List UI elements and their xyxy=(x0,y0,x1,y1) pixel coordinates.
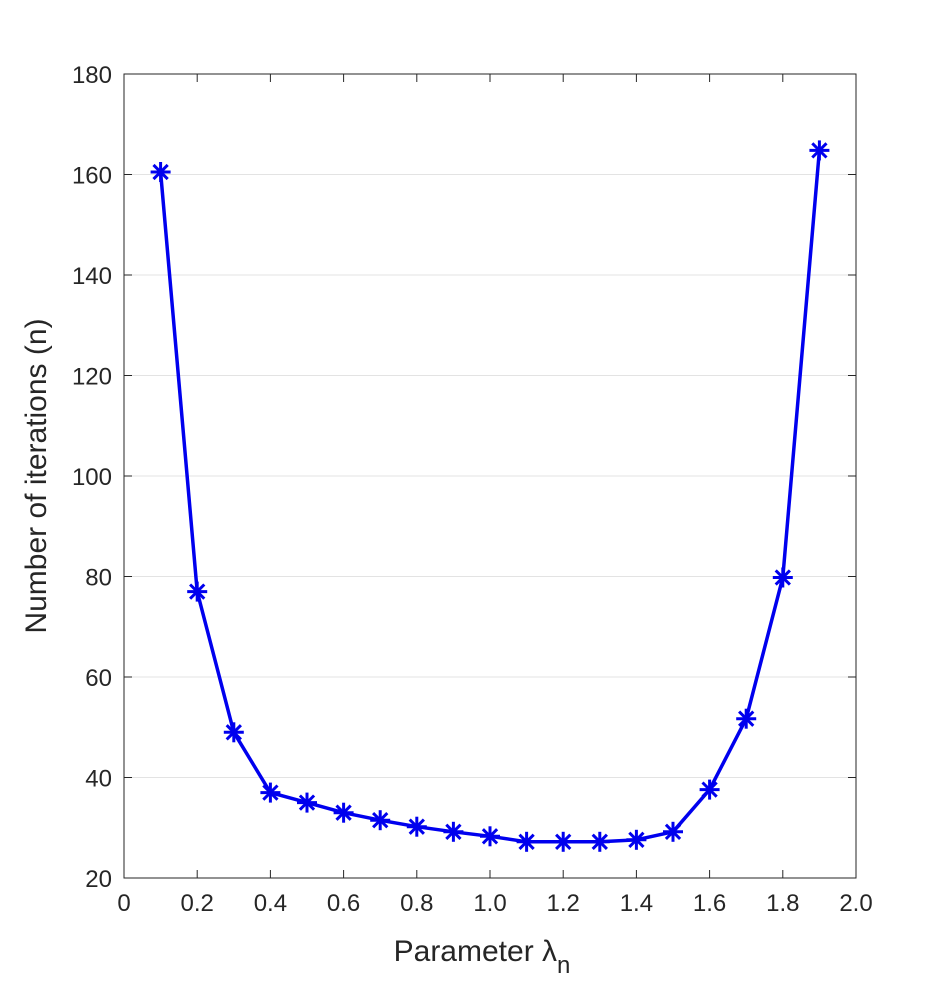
asterisk-stroke xyxy=(738,710,755,727)
asterisk-stroke xyxy=(774,569,791,586)
asterisk-stroke xyxy=(445,823,462,840)
series-line xyxy=(158,150,822,844)
asterisk-stroke xyxy=(189,583,206,600)
data-point xyxy=(553,831,574,852)
y-tick-label: 140 xyxy=(72,263,112,290)
x-tick-label: 0 xyxy=(117,890,130,917)
data-point xyxy=(297,792,317,813)
asterisk-stroke xyxy=(664,823,682,840)
data-point xyxy=(406,816,427,837)
data-point xyxy=(480,826,500,847)
x-tick-label: 1.2 xyxy=(547,890,580,917)
gridlines xyxy=(124,174,856,778)
x-tick-label: 0.2 xyxy=(181,890,214,917)
asterisk-stroke xyxy=(298,794,316,811)
x-axis-label: Parameter λn xyxy=(394,935,571,979)
asterisk-stroke xyxy=(335,804,352,821)
y-tick-label: 160 xyxy=(72,163,112,190)
x-tick-label: 0.4 xyxy=(254,890,287,917)
asterisk-stroke xyxy=(372,812,389,829)
y-tick-labels: 20 40 60 80 100 120 140 160 180 xyxy=(72,62,112,893)
asterisk-stroke xyxy=(555,833,572,850)
x-tick-label: 1.6 xyxy=(693,890,726,917)
asterisk-stroke xyxy=(591,833,608,850)
x-tick-label: 2.0 xyxy=(839,890,872,917)
data-point xyxy=(223,722,244,743)
asterisk-stroke xyxy=(262,784,279,801)
data-point xyxy=(260,782,281,803)
data-point xyxy=(626,829,647,850)
y-tick-label: 40 xyxy=(85,766,112,793)
asterisk-stroke xyxy=(408,818,425,835)
y-tick-label: 20 xyxy=(85,866,112,893)
data-point xyxy=(772,567,793,588)
x-tick-label: 1.0 xyxy=(473,890,506,917)
x-tick-label: 0.6 xyxy=(327,890,360,917)
data-point xyxy=(333,802,354,823)
data-point xyxy=(809,140,830,161)
data-series xyxy=(150,140,830,852)
asterisk-stroke xyxy=(481,828,499,845)
data-point xyxy=(150,162,171,182)
data-point xyxy=(516,831,537,852)
y-tick-label: 100 xyxy=(72,464,112,491)
data-point xyxy=(443,821,464,842)
data-point xyxy=(663,821,683,842)
data-point xyxy=(699,779,720,800)
y-tick-label: 60 xyxy=(85,665,112,692)
y-tick-label: 80 xyxy=(85,565,112,592)
y-tick-label: 120 xyxy=(72,364,112,391)
x-tick-label: 1.8 xyxy=(766,890,799,917)
x-tick-label: 0.8 xyxy=(400,890,433,917)
y-axis-label: Number of iterations (n) xyxy=(20,318,53,633)
asterisk-stroke xyxy=(225,724,242,741)
data-point xyxy=(187,581,208,602)
x-axis-label-subscript: n xyxy=(557,952,570,979)
asterisk-stroke xyxy=(518,833,535,850)
x-tick-labels: 0 0.2 0.4 0.6 0.8 1.0 1.2 1.4 1.6 1.8 2.0 xyxy=(117,890,872,917)
data-point xyxy=(370,810,391,831)
y-tick-label: 180 xyxy=(72,62,112,89)
data-point xyxy=(589,831,610,852)
asterisk-stroke xyxy=(628,831,645,848)
asterisk-stroke xyxy=(811,142,828,159)
x-tick-label: 1.4 xyxy=(620,890,653,917)
asterisk-stroke xyxy=(701,781,718,798)
asterisk-stroke xyxy=(152,163,169,181)
data-point xyxy=(736,708,757,729)
axis-ticks xyxy=(123,73,857,879)
